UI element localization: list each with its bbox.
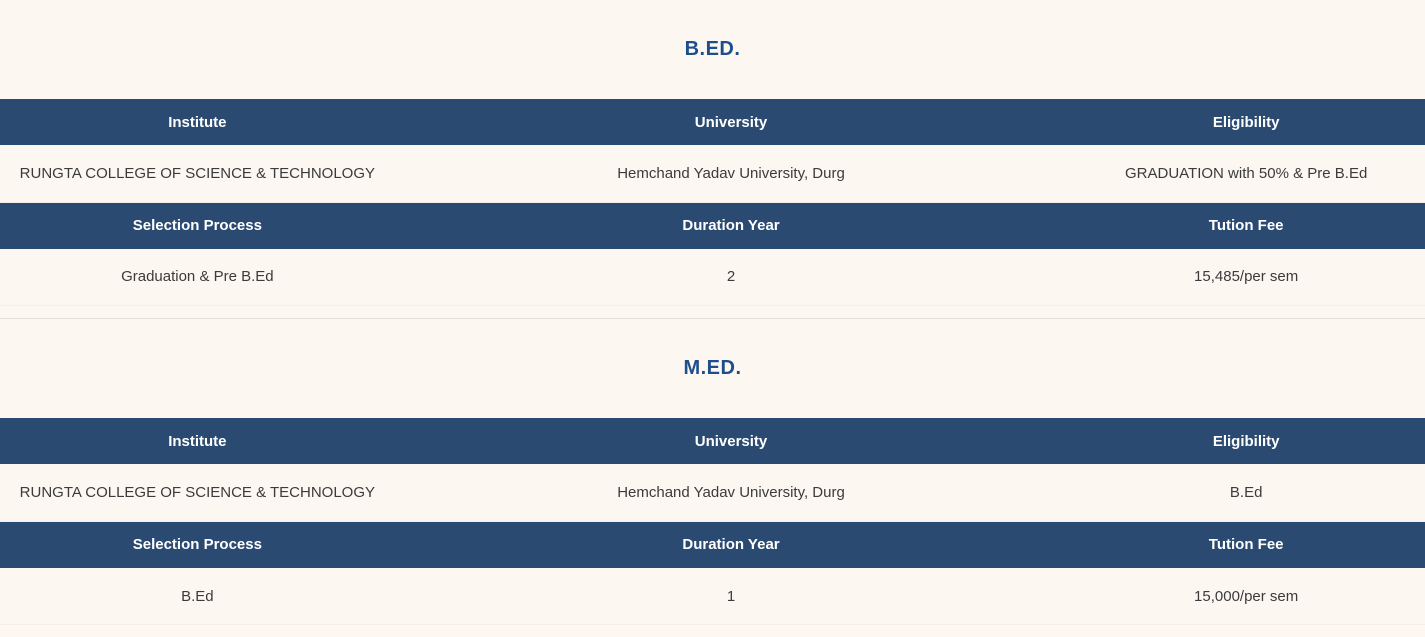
section-bed: B.ED. Institute University Eligibility R… [0, 17, 1425, 319]
table-cell: Hemchand Yadav University, Durg [394, 464, 1068, 522]
column-header: University [394, 99, 1068, 146]
med-institute-table: Institute University Eligibility RUNGTA … [0, 418, 1425, 522]
table-header-row: Institute University Eligibility [0, 99, 1425, 146]
table-cell: B.Ed [1067, 464, 1425, 522]
column-header: Eligibility [1067, 99, 1425, 146]
column-header: Selection Process [0, 202, 395, 249]
column-header: Tution Fee [1067, 521, 1425, 568]
column-header: Duration Year [394, 521, 1068, 568]
table-cell: Hemchand Yadav University, Durg [394, 145, 1068, 203]
table-cell: GRADUATION with 50% & Pre B.Ed [1067, 145, 1425, 203]
table-cell: RUNGTA COLLEGE OF SCIENCE & TECHNOLOGY [0, 464, 395, 522]
column-header: Eligibility [1067, 418, 1425, 465]
section-title: M.ED. [683, 356, 742, 379]
table-cell: 1 [394, 567, 1068, 626]
table-cell: 15,485/per sem [1067, 248, 1425, 307]
table-row: B.Ed 1 15,000/per sem [0, 567, 1425, 626]
column-header: Tution Fee [1067, 202, 1425, 249]
bed-institute-table: Institute University Eligibility RUNGTA … [0, 99, 1425, 203]
column-header: Selection Process [0, 521, 395, 568]
table-cell: B.Ed [0, 567, 395, 626]
table-header-row: Institute University Eligibility [0, 418, 1425, 465]
table-header-row: Selection Process Duration Year Tution F… [0, 521, 1425, 568]
section-med: M.ED. Institute University Eligibility R… [0, 318, 1425, 637]
column-header: Institute [0, 418, 395, 465]
table-cell: 15,000/per sem [1067, 567, 1425, 626]
table-row: Graduation & Pre B.Ed 2 15,485/per sem [0, 248, 1425, 307]
table-row: RUNGTA COLLEGE OF SCIENCE & TECHNOLOGY H… [0, 464, 1425, 522]
section-title: B.ED. [684, 37, 741, 60]
bed-selection-table: Selection Process Duration Year Tution F… [0, 202, 1425, 307]
column-header: Duration Year [394, 202, 1068, 249]
med-selection-table: Selection Process Duration Year Tution F… [0, 521, 1425, 626]
table-cell: RUNGTA COLLEGE OF SCIENCE & TECHNOLOGY [0, 145, 395, 203]
column-header: Institute [0, 99, 395, 146]
table-cell: Graduation & Pre B.Ed [0, 248, 395, 307]
table-header-row: Selection Process Duration Year Tution F… [0, 202, 1425, 249]
table-cell: 2 [394, 248, 1068, 307]
table-row: RUNGTA COLLEGE OF SCIENCE & TECHNOLOGY H… [0, 145, 1425, 203]
column-header: University [394, 418, 1068, 465]
